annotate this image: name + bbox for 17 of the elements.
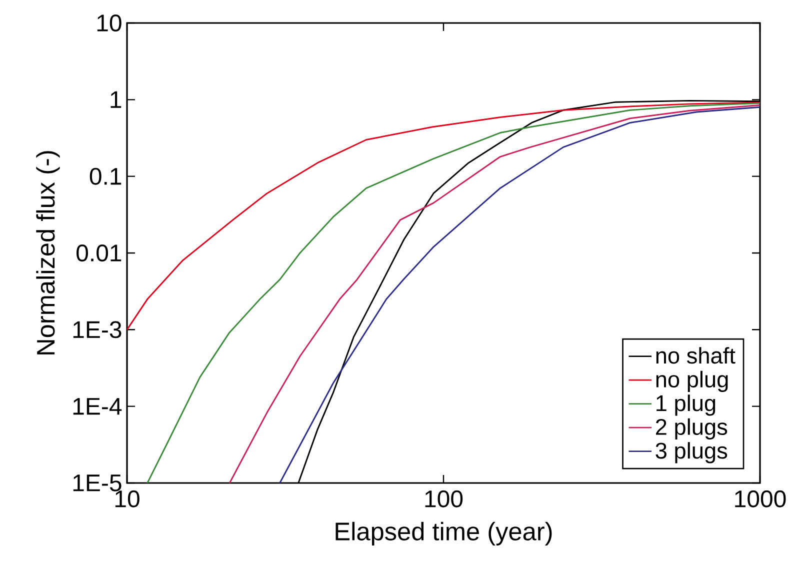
y-tick-label: 10	[97, 14, 122, 32]
legend-label: 2 plugs	[656, 418, 728, 440]
x-tick-label: 1000	[735, 490, 786, 508]
legend-label: 1 plug	[656, 394, 716, 416]
x-tick-label: 10	[115, 490, 140, 508]
y-tick-label: 1E-3	[73, 321, 122, 338]
legend-label: no shaft	[656, 347, 736, 364]
y-tick-label: 0.01	[76, 244, 122, 262]
legend-label: no plug	[656, 370, 728, 392]
y-tick-label: 0.1	[90, 168, 122, 185]
legend-label: 3 plugs	[656, 442, 728, 464]
y-axis-title: Normalized flux (-)	[36, 151, 60, 354]
y-tick-label: 1	[110, 91, 122, 108]
x-tick-label: 100	[425, 490, 463, 508]
y-tick-label: 1E-5	[73, 474, 122, 492]
y-tick-label: 1E-4	[73, 398, 122, 415]
x-axis-title: Elapsed time (year)	[336, 522, 552, 546]
